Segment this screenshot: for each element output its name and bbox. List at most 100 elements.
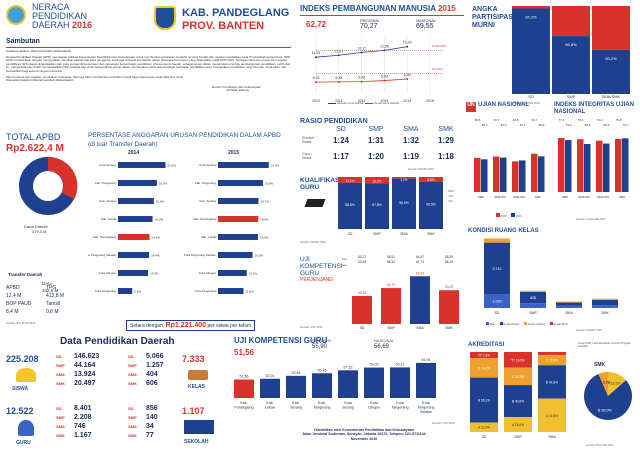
sekolah-level: SMA bbox=[128, 424, 137, 429]
sambutan-greeting: Assalamu'alaikum Warrahmatullahi Wabarak… bbox=[6, 49, 72, 53]
sekolah-value: 856 bbox=[146, 405, 158, 412]
kelas-value: 404 bbox=[146, 371, 158, 378]
logo-year: 2016 bbox=[72, 20, 93, 30]
ruang-kelas-source: Sumber: PDSPK 2016 bbox=[576, 329, 602, 332]
guru-row: SD 8.401 bbox=[56, 404, 116, 413]
kelas-total: 7.333 bbox=[182, 354, 205, 364]
ii-bar-label: 75,8 bbox=[616, 118, 622, 122]
total-apbd-panel: TOTAL APBD Rp2.622,4 M Dana Daerah 379,3… bbox=[4, 132, 84, 332]
un-legend-2015: 2015 bbox=[500, 215, 507, 218]
ipm-title: INDEKS PEMBANGUNAN MANUSIA bbox=[300, 4, 436, 13]
logo-line2: PENDIDIKAN bbox=[32, 11, 88, 21]
siswa-level: SMP bbox=[56, 363, 65, 368]
ipm-x-tick: 2014 bbox=[403, 99, 411, 103]
apm-cat-label: SMA/SMK bbox=[602, 94, 621, 98]
ukg2-cat-label: Kota bbox=[370, 401, 377, 405]
siswa-icon bbox=[16, 368, 36, 382]
siswa-total: 225.208 bbox=[6, 354, 39, 364]
apm-bar-gap bbox=[512, 6, 550, 9]
anggaran-bar bbox=[118, 162, 166, 168]
ii-title: INDEKS INTEGRITAS UJIAN NASIONAL bbox=[554, 102, 634, 115]
anggaran-bar-label: 11,8% bbox=[245, 290, 254, 294]
ukg-cat-label: SMA bbox=[416, 326, 424, 330]
kelas-level: SMA bbox=[128, 372, 137, 377]
ukg2-cat-label: Kab. bbox=[292, 401, 299, 405]
data-pendidikan-title: Data Pendidikan Daerah bbox=[60, 336, 175, 347]
rk-bar-1 bbox=[556, 302, 582, 306]
ukg-bar bbox=[410, 276, 430, 324]
ukg2-cat-label: Pandeglang bbox=[234, 406, 253, 410]
rk-bar-1 bbox=[592, 299, 618, 306]
ipm-kab-value: 62,72 bbox=[306, 20, 327, 29]
apbd-source: Sumber: Biro PLAN 2016 bbox=[6, 322, 36, 325]
akr-bar-a bbox=[538, 398, 566, 432]
ukg2-bar bbox=[260, 378, 280, 398]
ipm-point-label: 12,17 bbox=[357, 46, 366, 50]
ii-chart: 77,174,2 SMP 75,468,6 SMA IPA 73,369,2 SMA IP… bbox=[558, 118, 629, 199]
un-cat-label: SMP bbox=[478, 195, 485, 199]
un-bar bbox=[519, 160, 526, 192]
ukg-prov-value: 53,22 bbox=[358, 255, 366, 259]
ii-cat-label: SMA IPA bbox=[578, 195, 590, 199]
anggaran-bar bbox=[118, 252, 150, 258]
akr-pie-label: C 6,5% bbox=[599, 380, 612, 384]
rk-cat-label: SMA bbox=[565, 311, 573, 315]
rasio-guru-value: 1:20 bbox=[367, 152, 384, 161]
ii-bar-label: 76,7 bbox=[623, 123, 629, 127]
siswa-level: SMA bbox=[56, 372, 65, 377]
ukg-sub: PERJENJANG bbox=[300, 277, 334, 283]
akr-bar-label: A 11,9% bbox=[478, 426, 490, 430]
ii-bar bbox=[558, 138, 565, 192]
akreditasi-smk-label: SMK bbox=[594, 362, 606, 368]
ipm-x-tick: 2013 bbox=[381, 99, 389, 103]
rk-bar-0 bbox=[484, 294, 510, 308]
ukg2-bar bbox=[338, 370, 358, 398]
anggaran-bar-label: 18,0% bbox=[159, 182, 168, 186]
total-apbd-value: Rp2.622,4 M bbox=[6, 143, 64, 154]
ipm-point bbox=[406, 77, 409, 80]
rk-bar-2 bbox=[520, 290, 546, 292]
apbd-tpg-label: TPG bbox=[46, 285, 57, 291]
ukg-title3: GURU bbox=[300, 270, 320, 277]
ipm-point bbox=[315, 81, 317, 84]
apm-bar bbox=[592, 49, 630, 94]
ukg-prov-label: Prov. bbox=[342, 258, 348, 261]
un-bar-label: 48,8 bbox=[475, 118, 481, 122]
ukg-bar bbox=[381, 288, 401, 324]
guru-level: SMP bbox=[56, 415, 65, 420]
kelas-value: 5.066 bbox=[146, 353, 164, 360]
un-bar bbox=[493, 156, 500, 192]
kual-legend-item: >D4 bbox=[448, 200, 453, 203]
rasio-guru-value: 1:18 bbox=[437, 152, 454, 161]
ii-cat-label: SMP bbox=[562, 195, 569, 199]
akr-cat-label: SMA bbox=[548, 435, 556, 439]
apbd-bop-label: BOP PAUD bbox=[6, 301, 32, 307]
sambutan-signer-title: Menteri Pendidikan dan Kebudayaan bbox=[211, 84, 261, 89]
sambutan-para1: Neraca Pendidikan Daerah (NPD) merupakan… bbox=[6, 54, 291, 73]
anggaran-title: PERSENTASE ANGGARAN URUSAN PENDIDIKAN DA… bbox=[88, 132, 281, 139]
ukg-panel: UJI KOMPETENSI GURU PERJENJANG Prov. Nas… bbox=[298, 252, 466, 332]
kelas-level: SMK bbox=[128, 381, 137, 386]
akr-bar-b bbox=[504, 385, 532, 418]
anggaran-year-2014: 2014 bbox=[128, 150, 140, 156]
apm-chart: 97,2% SD 65,8% SMP 50,2% SMA/SMK bbox=[512, 6, 630, 98]
apm-bar bbox=[552, 36, 590, 94]
akr-pie-slice bbox=[598, 372, 608, 396]
un-bar-label: 45,1 bbox=[520, 123, 526, 127]
akr-bar-b bbox=[538, 365, 566, 399]
anggaran-cat-label: Kota Tangerang bbox=[195, 289, 216, 293]
rasio-source: Sumber: PDSPK 2016 bbox=[408, 168, 434, 171]
kualifikasi-panel: KUALIFIKASI GURU 11,1% 88,9% SD 12,2% 87,8% S… bbox=[298, 175, 466, 247]
ii-bar-label: 77,1 bbox=[559, 118, 565, 122]
anggaran-footer-value: Rp1.221.400 bbox=[165, 322, 207, 329]
rasio-col-header: SMP bbox=[368, 126, 384, 133]
apbd-dau-label: DAU bbox=[42, 281, 52, 286]
sekolah-level: SMK bbox=[128, 433, 137, 438]
rasio-guru-value: 1:19 bbox=[402, 152, 419, 161]
ukg2-cat-label: Tangerang bbox=[314, 406, 331, 410]
sekolah-value: 77 bbox=[146, 432, 154, 439]
akr-bar-a bbox=[504, 417, 532, 432]
un-bar-label: 50,7 bbox=[494, 118, 500, 122]
ukg2-cat-label: Tangerang bbox=[418, 406, 435, 410]
sekolah-value: 34 bbox=[146, 423, 154, 430]
